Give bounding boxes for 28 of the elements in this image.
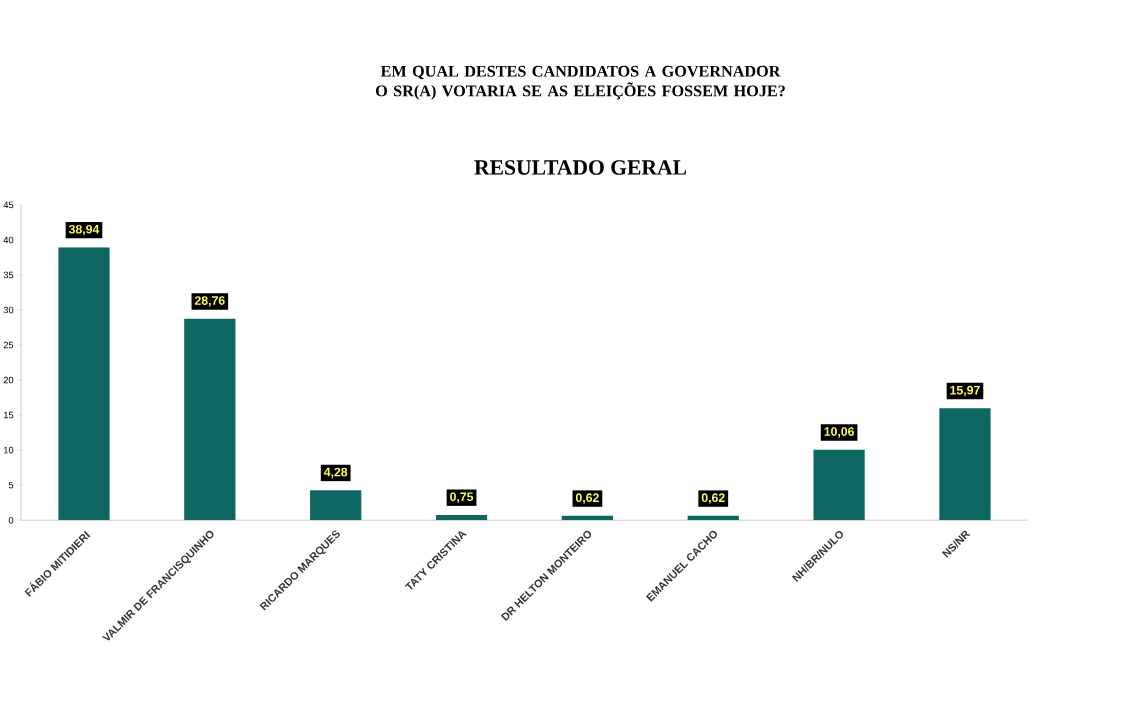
bar	[813, 449, 865, 521]
data-label: 28,76	[194, 296, 225, 307]
bar	[939, 408, 991, 521]
data-label: 15,97	[950, 385, 980, 397]
data-label: 4,28	[323, 467, 348, 479]
bar	[687, 515, 739, 521]
y-tick-label: 20	[3, 376, 14, 384]
bar	[184, 318, 236, 521]
data-label: 0,75	[450, 492, 474, 503]
y-tick-label: 25	[3, 341, 14, 349]
y-tick-label: 45	[3, 201, 14, 209]
y-tick-label: 35	[3, 271, 14, 279]
y-tick-label: 5	[8, 481, 14, 489]
bar	[435, 514, 488, 521]
y-tick-label: 30	[3, 306, 14, 314]
y-tick-label: 40	[3, 236, 14, 244]
y-tick-label: 10	[3, 446, 14, 454]
bar	[561, 515, 614, 521]
data-label: 0,62	[575, 493, 599, 504]
bar	[310, 490, 362, 521]
bar	[58, 247, 110, 521]
y-tick-label: 15	[3, 411, 14, 419]
chart-title: EM QUAL DESTES CANDIDATOS A GOVERNADOR O SR(A) VOTARIA SE AS ELEIÇÕES FOSSEM HOJE?	[376, 65, 785, 100]
data-label: 38,94	[68, 224, 100, 236]
y-tick-label: 0	[8, 516, 14, 524]
data-label: 0,62	[701, 493, 725, 504]
chart-subtitle: RESULTADO GERAL	[474, 160, 687, 175]
data-label: 10,06	[824, 427, 854, 438]
